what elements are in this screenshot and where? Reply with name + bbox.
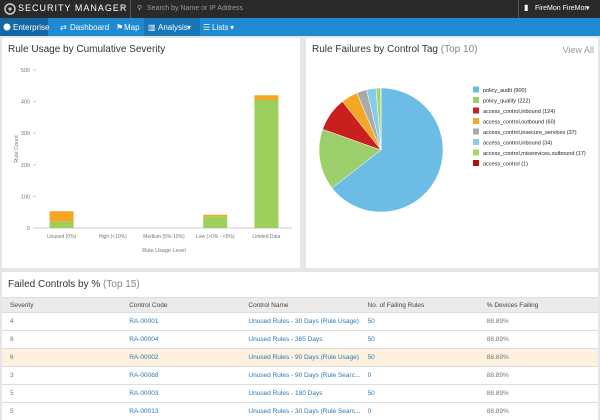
legend-label: access_control,inbound (124)	[483, 109, 555, 115]
table-row[interactable]: 3RA-00068Unused Rules - 90 Days (Rule Se…	[2, 367, 598, 385]
panel-title-note: (Top 15)	[103, 279, 140, 290]
table-cell: 88.89%	[479, 403, 598, 420]
table-cell: 50	[360, 349, 479, 367]
table-cell: Unused Rules - 365 Days	[240, 331, 359, 349]
legend-swatch	[473, 118, 479, 124]
table-cell: Unused Rules - 90 Days (Rule Searc...	[240, 367, 359, 385]
legend-label: access_control (1)	[483, 162, 528, 168]
table-cell: RA-00004	[121, 331, 240, 349]
x-tick-label: Unused (0%)	[47, 234, 77, 240]
column-header: Control Code	[121, 298, 240, 313]
x-tick-label: High (<10%)	[99, 234, 127, 240]
table-cell: 6	[2, 349, 121, 367]
nav-item[interactable]: Map	[124, 23, 140, 32]
legend-label: policy_audit (900)	[483, 88, 527, 94]
pie-chart: policy_audit (900) policy_quality (222) ac…	[306, 38, 598, 268]
table-cell: 88.89%	[479, 385, 598, 403]
table-row[interactable]: 6RA-00002Unused Rules - 90 Days (Rule Us…	[2, 349, 598, 367]
bar-segment	[254, 95, 278, 100]
x-tick-label: Medium (5%-10%)	[143, 234, 185, 240]
table-cell: RA-00002	[121, 349, 240, 367]
x-tick-label: Low (>0% - <5%)	[196, 234, 235, 240]
y-tick-label: 100	[21, 194, 30, 200]
table-row[interactable]: 4RA-00001Unused Rules - 30 Days (Rule Us…	[2, 313, 598, 331]
legend-label: access_control,inbound (34)	[483, 141, 552, 147]
table-cell: Unused Rules - 30 Days (Rule Usage)	[240, 313, 359, 331]
controls-table: SeverityControl CodeControl NameNo. of F…	[2, 297, 598, 420]
table-cell: RA-00013	[121, 403, 240, 420]
search-icon: ⚲	[137, 4, 142, 12]
table-cell: Unused Rules - 90 Days (Rule Usage)	[240, 349, 359, 367]
legend-swatch	[473, 150, 479, 156]
table-row[interactable]: 8RA-00004Unused Rules - 365 Days5088.89%	[2, 331, 598, 349]
failed-controls-panel: Failed Controls by % (Top 15) SeverityCo…	[2, 272, 598, 420]
x-tick-label: Limited Data	[252, 234, 280, 240]
legend-label: access_control,missrevices,outbound (17)	[483, 151, 586, 157]
table-cell: 8	[2, 331, 121, 349]
bar-segment	[254, 100, 278, 228]
legend-swatch	[473, 160, 479, 166]
y-tick-label: 400	[21, 100, 30, 106]
table-cell: 88.89%	[479, 349, 598, 367]
legend-swatch	[473, 97, 479, 103]
table-cell: Unused Rules - 30 Days (Rule Searc...	[240, 403, 359, 420]
nav-item[interactable]: Enterprise	[13, 23, 49, 32]
column-header: % Devices Failing	[479, 298, 598, 313]
table-cell: Unused Rules - 180 Days	[240, 385, 359, 403]
table-cell: 0	[360, 403, 479, 420]
bar-segment	[50, 222, 74, 228]
column-header: Severity	[2, 298, 121, 313]
table-row[interactable]: 5RA-00003Unused Rules - 180 Days5088.89%	[2, 385, 598, 403]
top-bar: SECURITY MANAGER ▾ ⚲ Search by Name or I…	[0, 0, 600, 18]
panel-title: Failed Controls by %	[8, 279, 100, 290]
rule-failures-panel: Rule Failures by Control Tag (Top 10) Vi…	[306, 38, 598, 268]
table-cell: RA-00001	[121, 313, 240, 331]
nav-item[interactable]: Lists	[212, 23, 228, 32]
column-header: No. of Failing Rules	[360, 298, 479, 313]
table-cell: 50	[360, 331, 479, 349]
bar-segment	[50, 211, 74, 221]
legend-label: policy_quality (222)	[483, 99, 531, 105]
bar-segment	[203, 216, 227, 228]
table-row[interactable]: 5RA-00013Unused Rules - 30 Days (Rule Se…	[2, 403, 598, 420]
table-cell: RA-00003	[121, 385, 240, 403]
nav-bar: Enterprise ⇄ Dashboard ⚑ Map ▥ Analysis …	[0, 18, 600, 36]
nav-item[interactable]: Dashboard	[70, 23, 109, 32]
nav-item[interactable]: Analysis	[158, 23, 188, 32]
y-tick-label: 300	[21, 131, 30, 137]
logo-text: SECURITY MANAGER	[18, 3, 127, 13]
y-tick-label: 200	[21, 163, 30, 169]
column-header: Control Name	[240, 298, 359, 313]
legend-swatch	[473, 87, 479, 93]
table-cell: 88.89%	[479, 313, 598, 331]
table-cell: RA-00068	[121, 367, 240, 385]
legend-swatch	[473, 129, 479, 135]
y-tick-label: 0	[27, 226, 30, 232]
table-cell: 0	[360, 367, 479, 385]
rule-usage-panel: Rule Usage by Cumulative Severity 010020…	[2, 38, 300, 268]
search-box[interactable]: Search by Name or IP Address	[147, 5, 243, 12]
table-cell: 5	[2, 385, 121, 403]
bar-chart: 0 100 200 300 400 500 Rule Count Rule Usage Lev…	[2, 38, 300, 268]
legend-swatch	[473, 108, 479, 114]
y-axis-label: Rule Count	[14, 135, 20, 163]
legend-swatch	[473, 139, 479, 145]
y-tick-label: 500	[21, 68, 30, 74]
legend-label: access_control,outbound (60)	[483, 120, 556, 126]
table-cell: 50	[360, 313, 479, 331]
logo-icon	[4, 3, 16, 15]
table-cell: 5	[2, 403, 121, 420]
table-cell: 4	[2, 313, 121, 331]
table-cell: 50	[360, 385, 479, 403]
table-cell: 88.89%	[479, 331, 598, 349]
bar-segment	[203, 215, 227, 217]
user-menu[interactable]: FireMon FireMon	[535, 5, 588, 12]
x-axis-label: Rule Usage Level	[142, 248, 185, 254]
table-cell: 3	[2, 367, 121, 385]
table-cell: 88.89%	[479, 367, 598, 385]
legend-label: access_control,insecure_services (37)	[483, 130, 577, 136]
